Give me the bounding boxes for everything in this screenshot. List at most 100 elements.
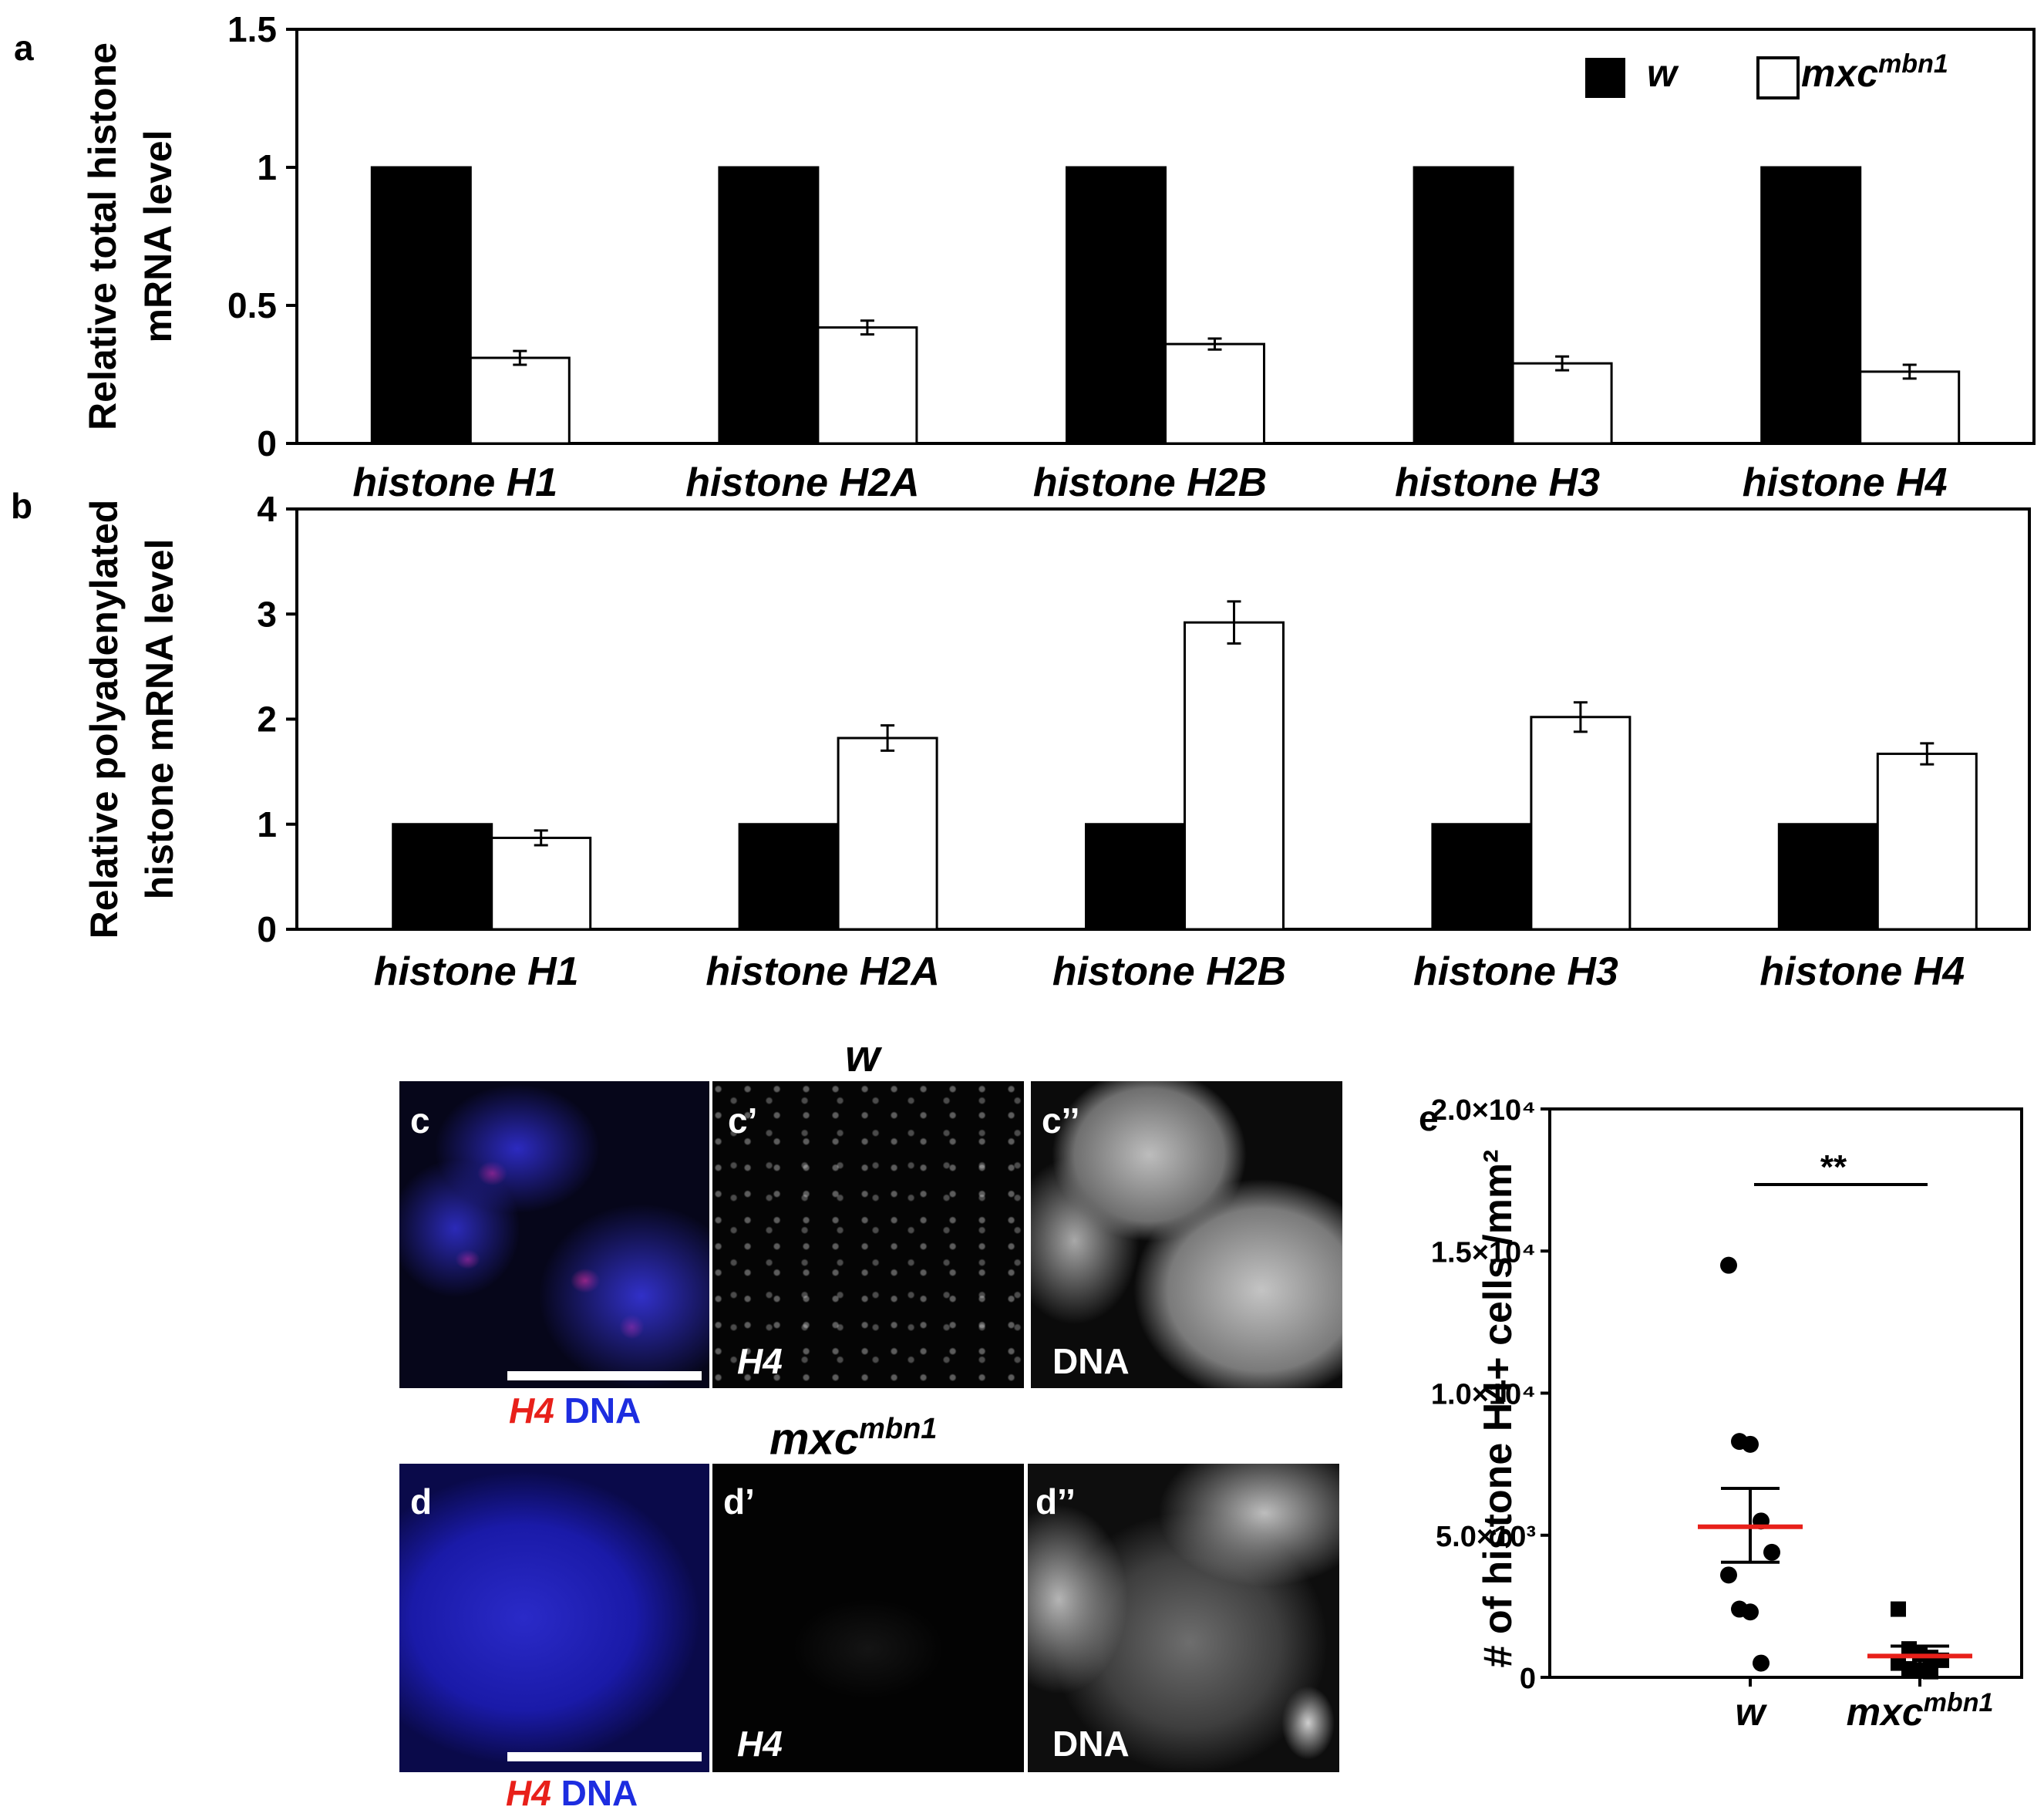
bar-w — [1777, 823, 1879, 931]
significance-stars: ** — [1820, 1148, 1847, 1186]
bar-w — [718, 166, 820, 445]
bar-mxc — [1164, 342, 1265, 445]
bar-w — [1085, 823, 1186, 931]
data-point-w — [1720, 1566, 1737, 1584]
image-c-label: c — [410, 1100, 430, 1141]
image-c-legend: H4 DNA — [509, 1390, 641, 1431]
bar-mxc — [1511, 362, 1613, 445]
legend-w-swatch — [1585, 58, 1625, 98]
bar-mxc — [817, 326, 918, 445]
bar-w — [738, 823, 840, 931]
chart-a: a 0 0.5 1 1.5 histone H1 histone H2A histone H… — [14, 9, 2036, 505]
image-c-dna: c’’ DNA — [1031, 1081, 1342, 1388]
y-tick-label: 2.0×10⁴ — [1431, 1094, 1536, 1127]
data-point-mxc — [1891, 1601, 1906, 1617]
legend-w-label: w — [1647, 52, 1679, 95]
image-c-h4: c’ H4 — [712, 1081, 1024, 1388]
bar-w — [392, 823, 493, 931]
category-label: histone H2B — [1033, 460, 1267, 505]
data-point-w — [1742, 1435, 1759, 1453]
row-d-title: mxcmbn1 — [769, 1413, 938, 1464]
legend-h4: H4 — [506, 1773, 551, 1813]
legend-mxc-label: mxcmbn1 — [1801, 49, 1948, 95]
image-c-prime-label: c’ — [728, 1100, 758, 1141]
scale-bar — [507, 1371, 702, 1380]
y-tick-label: 1.5 — [227, 9, 277, 49]
image-d-dna: d’’ DNA — [1028, 1464, 1339, 1772]
panel-label-b: b — [11, 486, 32, 526]
image-c-prime-caption: H4 — [737, 1341, 783, 1381]
image-d-merge: d — [399, 1464, 709, 1772]
y-tick-label: 1.0×10⁴ — [1431, 1379, 1536, 1411]
category-label: histone H3 — [1395, 460, 1600, 505]
y-tick-label: 0 — [257, 423, 277, 463]
y-tick-label: 1.5×10⁴ — [1431, 1236, 1536, 1269]
x-group-label: w — [1736, 1690, 1768, 1734]
bar-mxc — [1530, 716, 1631, 931]
data-point-mxc — [1923, 1663, 1938, 1680]
bar-mxc — [837, 736, 938, 931]
data-point-w — [1753, 1654, 1770, 1672]
image-c-merge: c — [399, 1081, 709, 1388]
bar-mxc — [469, 356, 571, 445]
y-tick-label: 4 — [257, 489, 277, 529]
y-tick-label: 1 — [257, 147, 277, 187]
chart-e: e 0 5.0×10³ 1.0×10⁴ 1.5×10⁴ 2.0×10⁴ # of hist… — [1419, 1094, 2023, 1734]
data-point-w — [1720, 1256, 1737, 1274]
y-axis-label: Relative polyadenylated — [83, 500, 126, 939]
x-group-label-main: mxc — [1847, 1690, 1924, 1734]
bar-w — [1760, 166, 1862, 445]
bar-mxc — [1859, 370, 1961, 445]
legend-mxc-swatch — [1756, 56, 1800, 99]
x-group-label-main: w — [1736, 1690, 1768, 1734]
bar-mxc — [1876, 752, 1978, 931]
y-axis-label: Relative total histone — [81, 42, 124, 430]
image-d-dprime-caption: DNA — [1052, 1724, 1130, 1764]
category-label: histone H2A — [705, 949, 939, 994]
bar-w — [370, 166, 472, 445]
category-label: histone H1 — [352, 460, 557, 505]
category-label: histone H2B — [1052, 949, 1286, 994]
y-tick-label: 0 — [1520, 1663, 1536, 1695]
legend-h4: H4 — [509, 1390, 554, 1431]
bar-w — [1431, 823, 1533, 931]
chart-b: b 0 1 2 3 4 histone H1 histone H2A histone H2B h… — [11, 486, 2031, 994]
y-tick-label: 2 — [257, 699, 277, 740]
bar-w — [1413, 166, 1514, 445]
category-label: histone H1 — [374, 949, 579, 994]
row-c-title: w — [845, 1031, 881, 1081]
scale-bar — [507, 1752, 702, 1761]
y-axis-label: # of histone H4+ cells /mm² — [1476, 1150, 1520, 1668]
category-label: histone H4 — [1743, 460, 1948, 505]
category-label: histone H3 — [1413, 949, 1618, 994]
bar-w — [1066, 166, 1167, 445]
image-d-h4: d’ H4 — [712, 1464, 1024, 1772]
image-c-dprime-label: c’’ — [1042, 1100, 1080, 1141]
image-d-dprime-label: d’’ — [1035, 1481, 1076, 1522]
image-d-prime-label: d’ — [723, 1481, 755, 1522]
chart-a-plot: 0 0.5 1 1.5 histone H1 histone H2A histone H2B… — [81, 9, 2036, 505]
y-tick-label: 0.5 — [227, 285, 277, 325]
y-axis-label: mRNA level — [136, 130, 180, 342]
category-label: histone H4 — [1759, 949, 1965, 994]
image-d-legend: H4 DNA — [506, 1772, 638, 1814]
panel-label-a: a — [14, 28, 34, 68]
x-group-label: mxcmbn1 — [1847, 1688, 1994, 1734]
bar-mxc — [1184, 621, 1285, 931]
panel-label-e: e — [1419, 1098, 1439, 1138]
legend-dna: DNA — [564, 1390, 641, 1431]
category-label: histone H2A — [685, 460, 919, 505]
y-tick-label: 0 — [257, 909, 277, 949]
chart-e-plot: 0 5.0×10³ 1.0×10⁴ 1.5×10⁴ 2.0×10⁴ # of histon… — [1431, 1094, 2023, 1734]
y-axis-label: histone mRNA level — [138, 539, 181, 900]
data-point-w — [1763, 1543, 1780, 1561]
y-tick-label: 3 — [257, 594, 277, 634]
y-tick-label: 5.0×10³ — [1436, 1521, 1536, 1553]
image-d-label: d — [410, 1481, 433, 1522]
image-d-prime-caption: H4 — [737, 1724, 783, 1764]
y-tick-label: 1 — [257, 804, 277, 844]
bar-mxc — [490, 836, 592, 931]
plot-frame — [1548, 1107, 2023, 1679]
x-group-label-sup: mbn1 — [1924, 1688, 1994, 1717]
chart-b-plot: 0 1 2 3 4 histone H1 histone H2A histone H2B his… — [83, 489, 2031, 994]
